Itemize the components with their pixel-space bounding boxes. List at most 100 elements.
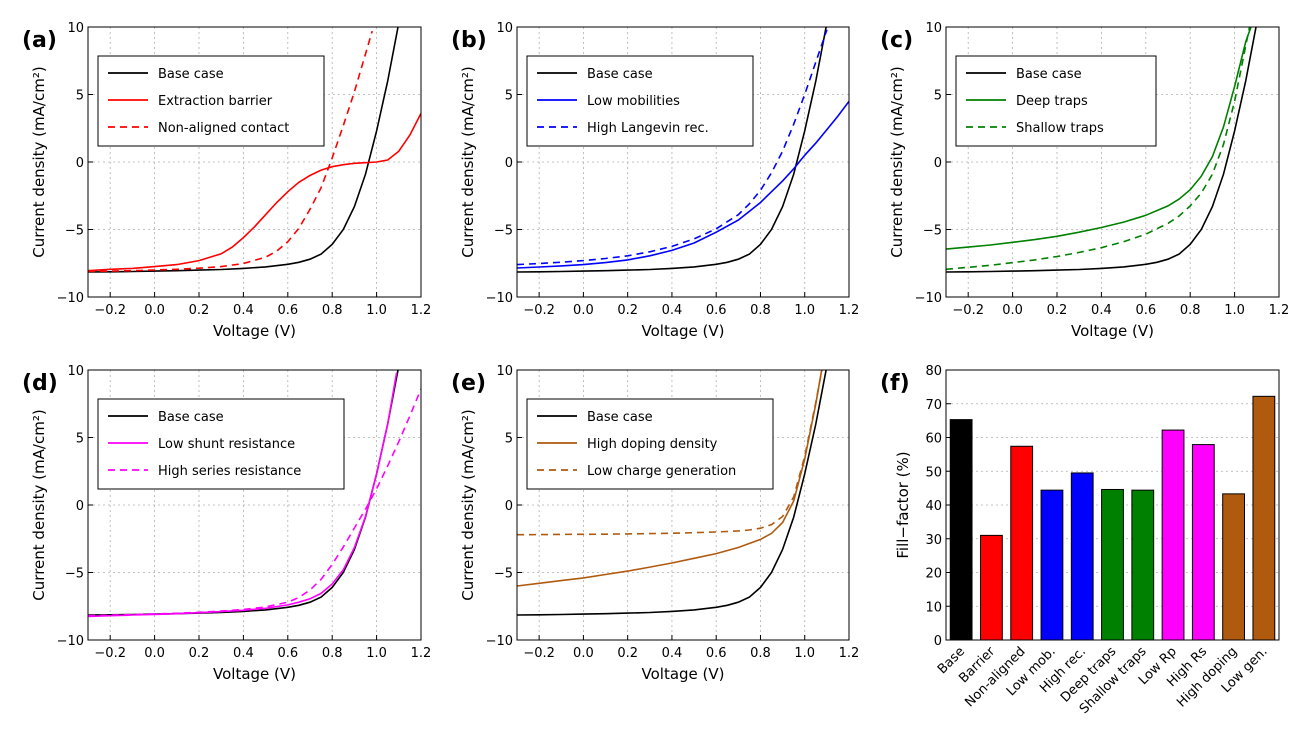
series-line [946,27,1252,250]
panel-letter: (f) [880,371,910,396]
bar [1222,493,1245,641]
x-tick-label: 0.6 [706,303,727,318]
y-tick-label: 0 [934,156,942,171]
x-tick-label: 0.8 [322,303,343,318]
y-axis-label: Current density (mA/cm²) [888,66,906,257]
panel-letter: (a) [22,28,57,53]
panel-letter: (d) [22,371,58,396]
y-tick-label: 10 [67,364,84,379]
x-tick-label: 0.8 [1180,303,1201,318]
series-line [88,27,399,273]
y-tick-label: 80 [925,364,942,379]
y-tick-label: 0 [505,499,513,514]
legend-label: Non-aligned contact [158,121,289,136]
legend-box [526,398,774,490]
y-tick-label: −5 [65,224,84,239]
x-tick-label: 1.2 [411,303,432,318]
y-tick-label: 0 [505,156,513,171]
series-line [88,372,398,618]
bar [1252,395,1276,641]
series-line [88,113,421,272]
series-line [88,388,421,617]
y-tick-label: −10 [915,291,942,306]
x-tick-label: 0.0 [144,646,165,661]
panel-e: (e) −0.2 0.0 0.2 0.4 0.6 0.8 1.0 1.2 −10 −5 0 5 10 Vol… [451,364,859,683]
x-axis-label: Voltage (V) [642,665,725,683]
bar [1191,444,1215,641]
legend: Base case High doping density Low charge g… [526,398,774,490]
x-tick-label: 0.2 [189,646,210,661]
bar [1131,489,1155,641]
x-tick-label: 1.0 [794,646,815,661]
x-tick-label: 1.0 [366,646,387,661]
legend-label: Deep traps [1016,94,1088,109]
y-tick-label: −5 [494,224,513,239]
legend-label: Base case [158,67,224,82]
y-tick-label: 0 [76,156,84,171]
bar [1010,445,1034,641]
x-tick-label: 0.0 [573,646,594,661]
y-axis-label: Current density (mA/cm²) [459,409,477,600]
x-tick-label: 0.4 [233,303,254,318]
x-tick-label: 1.2 [839,646,860,661]
x-tick-label: 0.8 [322,646,343,661]
y-tick-label: 5 [76,89,84,104]
y-tick-label: −10 [486,291,513,306]
bar [980,534,1003,641]
y-tick-label: 60 [925,432,942,447]
legend-box [97,55,325,147]
legend-label: High series resistance [158,464,301,479]
legend-label: Base case [587,410,653,425]
legend-label: High doping density [587,437,718,452]
panel-letter: (e) [451,371,486,396]
series-line [517,370,823,536]
legend: Base case Extraction barrier Non-aligned c… [97,55,325,147]
x-tick-label: 0.8 [750,303,771,318]
x-tick-label: 0.0 [1002,303,1023,318]
y-tick-label: −5 [923,224,942,239]
x-tick-label: 0.0 [144,303,165,318]
y-axis-label: Current density (mA/cm²) [459,66,477,257]
x-tick-label: 1.0 [794,303,815,318]
x-tick-label: 0.4 [233,646,254,661]
y-tick-label: 10 [925,600,942,615]
x-tick-label: 1.2 [411,646,432,661]
x-tick-label: 0.2 [617,303,638,318]
legend-label: Shallow traps [1016,121,1104,136]
legend-box [97,398,345,490]
x-tick-label: 0.0 [573,303,594,318]
y-tick-label: −10 [486,634,513,649]
x-axis-label: Voltage (V) [1071,322,1154,340]
legend: Base case Low mobilities High Langevin rec… [526,55,754,147]
x-tick-label: −0.2 [94,303,126,318]
x-tick-label: 0.4 [662,303,683,318]
x-tick-label: 0.6 [277,303,298,318]
panel-d: (d) −0.2 0.0 0.2 0.4 0.6 0.8 1.0 1.2 −10 −5 0 5 10 Vol… [22,364,431,683]
bar [949,419,973,641]
x-tick-label: 0.2 [189,303,210,318]
bar [1040,489,1064,641]
x-tick-label: 0.2 [617,646,638,661]
y-axis-label: Fill−factor (%) [894,451,912,558]
x-tick-label: 0.2 [1047,303,1068,318]
series-line [946,27,1257,273]
x-tick-label: 0.8 [750,646,771,661]
y-tick-label: 50 [925,465,942,480]
y-tick-label: 5 [934,89,942,104]
legend-label: Base case [1016,67,1082,82]
y-tick-label: 5 [76,432,84,447]
y-tick-label: −5 [494,567,513,582]
x-tick-label: 0.6 [277,646,298,661]
series-line [517,370,827,616]
panel-letter: (c) [880,28,913,53]
x-axis-label: Voltage (V) [213,322,296,340]
legend-label: Low charge generation [587,464,736,479]
bar [1101,488,1124,641]
panel-a: (a) −0.2 0.0 0.2 0.4 0.6 0.8 1.0 1.2 −10 −5 0 5 10 Vol… [22,21,431,340]
y-tick-label: 20 [925,567,942,582]
y-tick-label: 5 [505,89,513,104]
panel-c: (c) −0.2 0.0 0.2 0.4 0.6 0.8 1.0 1.2 −10 −5 0 5 10 Vol… [880,21,1289,340]
series-line [517,100,849,269]
x-axis-label: Voltage (V) [642,322,725,340]
